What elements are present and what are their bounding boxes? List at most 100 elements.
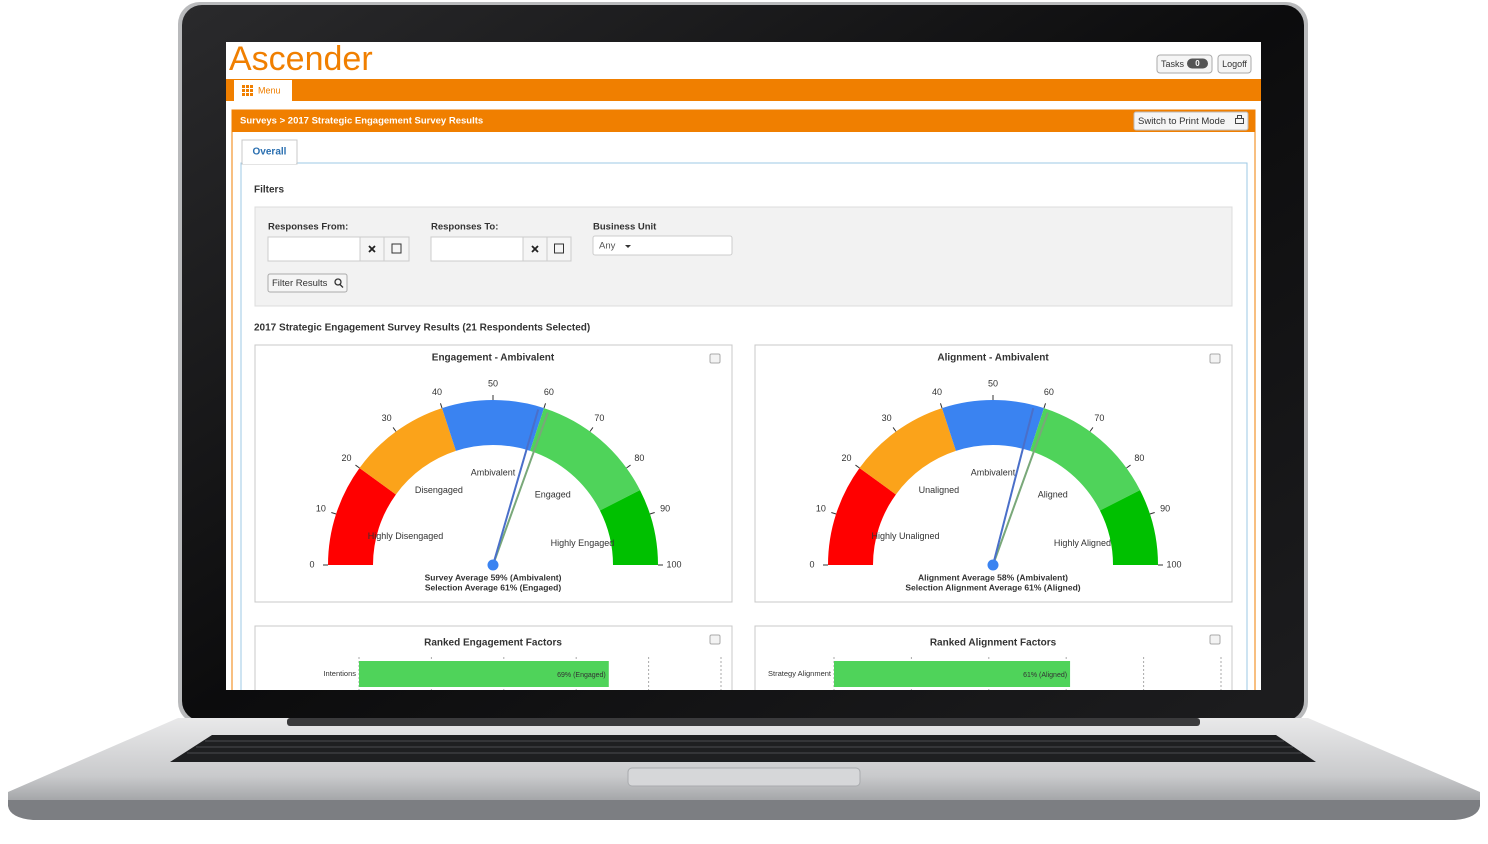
screen: Ascender Tasks 0 Logoff Menu Surveys > 2… xyxy=(226,40,1261,690)
gauge-tick xyxy=(892,427,897,432)
gauge-tick xyxy=(331,511,337,515)
band-label: Ambivalent xyxy=(471,467,516,477)
printer-icon xyxy=(1235,115,1244,124)
gauge-tick xyxy=(1126,464,1131,469)
gauge-band xyxy=(328,468,396,565)
bar-category-label: Intentions xyxy=(323,669,356,678)
bar xyxy=(834,661,1071,687)
gauge-tick-label: 50 xyxy=(988,378,998,388)
band-label: Highly Aligned xyxy=(1054,538,1111,548)
bar xyxy=(359,661,609,687)
select-caret xyxy=(625,245,631,248)
gauge-tick-label: 60 xyxy=(544,387,554,397)
calendar-icon xyxy=(554,243,564,254)
gauge-caption: Selection Average 61% (Engaged) xyxy=(425,582,562,592)
gauge-title: Engagement - Ambivalent xyxy=(432,353,555,364)
filters-box xyxy=(254,206,1233,307)
gauge-tick-label: 80 xyxy=(634,453,644,463)
gauge-tick-label: 20 xyxy=(842,453,852,463)
band-label: Disengaged xyxy=(415,485,463,495)
filter-results-button[interactable] xyxy=(267,273,348,293)
gauge-tick xyxy=(589,427,594,432)
bar-value-label: 61% (Aligned) xyxy=(1023,672,1067,679)
print-mode-button[interactable] xyxy=(1133,111,1249,131)
gauge-caption: Alignment Average 58% (Ambivalent) xyxy=(918,572,1068,582)
logoff-label: Logoff xyxy=(1222,59,1247,69)
gauge-caption: Selection Alignment Average 61% (Aligned… xyxy=(905,582,1080,592)
nav-bar xyxy=(226,79,1261,101)
field-label: Responses To: xyxy=(431,222,498,233)
gauge-band xyxy=(828,468,896,565)
band-label: Unaligned xyxy=(919,485,960,495)
tasks-badge xyxy=(1187,58,1208,69)
field-label: Business Unit xyxy=(593,222,657,233)
tasks-count: 0 xyxy=(1195,59,1200,68)
gauge-tick-label: 60 xyxy=(1044,387,1054,397)
chart-menu-icons[interactable] xyxy=(709,353,1221,645)
gauge-band xyxy=(359,408,456,495)
gauge-band xyxy=(442,400,544,451)
gauge-tick xyxy=(855,464,860,469)
gauge-tick xyxy=(355,464,360,469)
gauge-band xyxy=(1030,408,1141,511)
clear-icon xyxy=(531,245,539,253)
gauge-tick-label: 0 xyxy=(809,559,814,569)
gauge-tick xyxy=(392,427,397,432)
gauge-tick-label: 50 xyxy=(488,378,498,388)
calendar-icon xyxy=(391,243,402,254)
keyboard xyxy=(170,735,1316,762)
field-label: Responses From: xyxy=(268,222,348,233)
bar-chart-title: Ranked Alignment Factors xyxy=(930,638,1057,649)
gauge-tick-label: 0 xyxy=(309,559,314,569)
gauge-needle xyxy=(492,412,549,566)
gauge-tick-label: 90 xyxy=(1160,503,1170,513)
date-input[interactable] xyxy=(430,236,524,262)
gauge-tick xyxy=(543,403,547,409)
print-mode-label: Switch to Print Mode xyxy=(1138,116,1225,127)
gauge-tick xyxy=(1043,403,1047,409)
tab-overall[interactable] xyxy=(241,139,298,165)
trackpad xyxy=(627,767,861,787)
gauge-tick-label: 70 xyxy=(594,413,604,423)
band-label: Highly Engaged xyxy=(551,538,615,548)
clear-icon xyxy=(368,245,376,253)
gauge-band xyxy=(1099,490,1158,565)
gauge-tick xyxy=(939,403,943,409)
gauge-tick xyxy=(649,511,655,515)
needle-hub xyxy=(487,559,499,571)
select-value: Any xyxy=(599,241,616,252)
tab-label: Overall xyxy=(253,147,287,158)
business-unit-select[interactable] xyxy=(592,235,733,256)
needle-hub xyxy=(987,559,999,571)
calendar-button[interactable] xyxy=(546,236,572,262)
gauge-tick-label: 40 xyxy=(932,387,942,397)
base-edge xyxy=(8,800,1480,820)
gauge-tick-label: 30 xyxy=(882,413,892,423)
band-label: Engaged xyxy=(535,489,571,499)
gauge-title: Alignment - Ambivalent xyxy=(937,353,1049,364)
logo: Ascender xyxy=(229,40,373,78)
hinge xyxy=(287,718,1200,726)
keyboard-rows xyxy=(187,740,1302,754)
gauge-band xyxy=(859,408,956,495)
gauge-tick-label: 80 xyxy=(1134,453,1144,463)
logoff-button[interactable] xyxy=(1217,54,1252,74)
gauge-band xyxy=(530,408,641,511)
gauge-needle xyxy=(492,409,540,566)
gauge-tick xyxy=(439,403,443,409)
gauge-needle xyxy=(992,407,1035,566)
panel-header xyxy=(232,110,1255,132)
charts-layer: Highly Disengaged Disengaged Ambivalent Eng… xyxy=(309,378,1222,690)
band-label: Highly Unaligned xyxy=(871,531,939,541)
date-input[interactable] xyxy=(267,236,361,262)
gauge-tick xyxy=(1149,511,1155,515)
gauge-tick-label: 10 xyxy=(316,503,326,513)
calendar-button[interactable] xyxy=(383,236,410,262)
gauge-tick-label: 100 xyxy=(1166,559,1181,569)
filters-title: Filters xyxy=(254,185,284,196)
bar-value-label: 69% (Engaged) xyxy=(557,672,606,679)
gauge-tick-label: 70 xyxy=(1094,413,1104,423)
gauge-tick-label: 20 xyxy=(342,453,352,463)
